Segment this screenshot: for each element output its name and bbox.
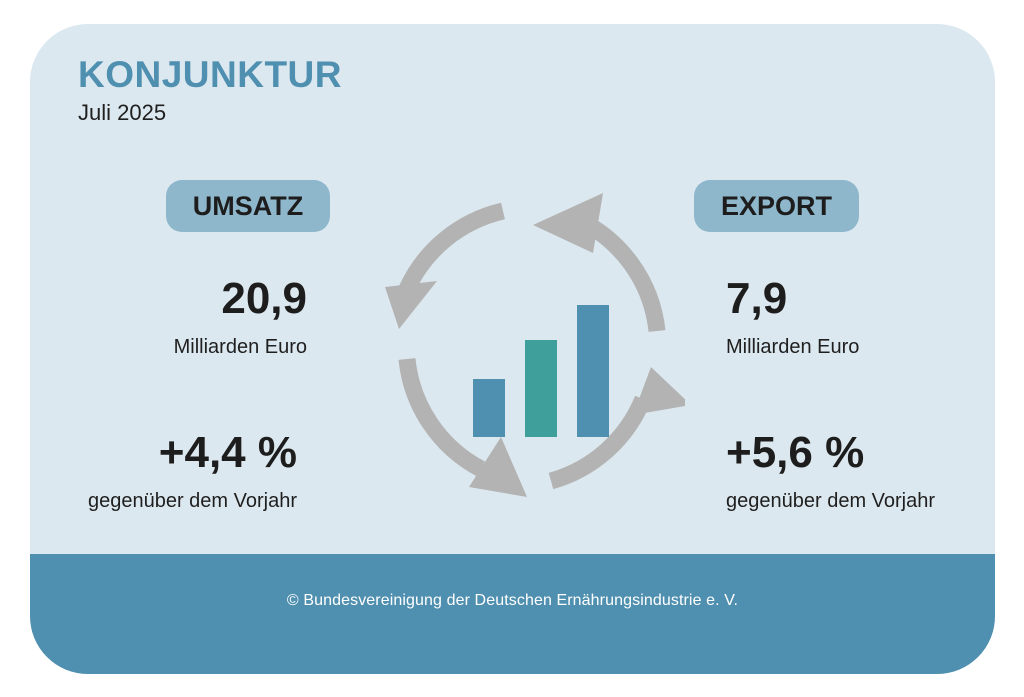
footer-bar: © Bundesvereinigung der Deutschen Ernähr…	[30, 554, 995, 674]
cycle-arrows-bar-chart-icon	[385, 193, 685, 497]
bar-small-icon	[473, 379, 505, 437]
umsatz-label: UMSATZ	[192, 190, 304, 221]
copyright-text: © Bundesvereinigung der Deutschen Ernähr…	[286, 592, 739, 609]
umsatz-change: +4,4 %	[158, 428, 297, 477]
date-label: Juli 2025	[78, 100, 167, 125]
umsatz-badge: UMSATZ	[166, 180, 330, 232]
bar-large-icon	[577, 305, 609, 437]
arrow-top-left-icon	[399, 202, 506, 293]
export-change-note: gegenüber dem Vorjahr	[726, 490, 936, 512]
arrow-heads-icon	[385, 193, 685, 497]
export-change: +5,6 %	[726, 428, 865, 477]
arrow-bottom-left-icon	[398, 358, 486, 477]
umsatz-change-note: gegenüber dem Vorjahr	[87, 490, 297, 512]
export-badge: EXPORT	[694, 180, 859, 232]
export-label: EXPORT	[720, 190, 833, 221]
umsatz-value: 20,9	[221, 274, 307, 323]
export-value: 7,9	[726, 274, 788, 323]
page-title: KONJUNKTUR	[78, 54, 342, 95]
infographic-card: KONJUNKTUR Juli 2025 UMSATZ EXPORT 20,9 …	[30, 24, 995, 674]
bar-medium-icon	[525, 340, 557, 437]
bar-chart-icon	[473, 305, 609, 437]
umsatz-unit: Milliarden Euro	[173, 336, 307, 358]
export-unit: Milliarden Euro	[726, 336, 860, 358]
